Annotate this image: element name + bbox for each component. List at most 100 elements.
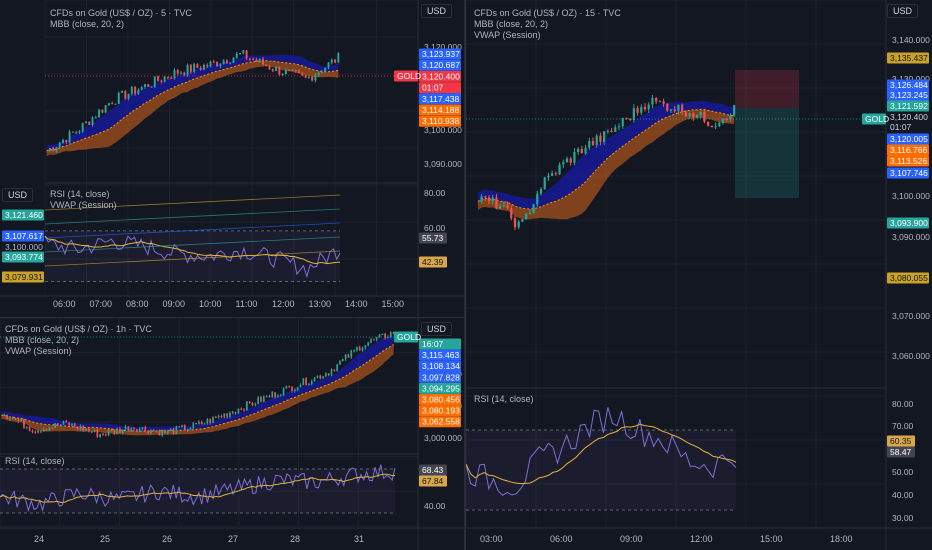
candle-body — [495, 197, 498, 209]
candle-body — [316, 375, 319, 378]
candle-body — [140, 86, 143, 90]
price-tag: 3,097.828 — [422, 372, 460, 382]
rsi-value-tag-bg — [419, 464, 447, 476]
price-axis-label: 3,060.000 — [892, 351, 930, 361]
left-price-tag-bg — [2, 209, 44, 221]
price-tag: 3,080.193 — [422, 406, 460, 416]
rsi-value-tag: 67.84 — [422, 476, 444, 486]
candle-body — [658, 101, 661, 103]
price-tag: 3,126.484 — [890, 80, 928, 90]
chart-pane-5m[interactable]: 3,120.0003,110.0003,100.0003,090.0003,12… — [0, 0, 464, 318]
candle-body — [625, 117, 628, 119]
chart-title: CFDs on Gold (US$ / OZ) · 15 · TVC — [474, 8, 621, 18]
candle-body — [308, 383, 310, 386]
candle-body — [344, 354, 347, 359]
price-tag: 3,080.456 — [422, 395, 460, 405]
rt-plot — [477, 95, 736, 231]
price-tag: 3,107.746 — [890, 168, 928, 178]
price-tag: 3,120.400 — [890, 112, 928, 122]
candle-body — [189, 65, 192, 72]
symbol-tag: GOLD — [397, 71, 421, 81]
chart-pane-15m[interactable]: 3,140.0003,130.0003,110.0003,100.0003,09… — [466, 0, 932, 550]
candle-body — [242, 50, 245, 54]
candle-body — [327, 373, 330, 376]
candle-body — [333, 369, 336, 372]
chart-title: CFDs on Gold (US$ / OZ) · 1h · TVC — [5, 324, 152, 334]
time-axis-label: 10:00 — [199, 299, 222, 309]
candle-body — [733, 105, 736, 116]
tl-plot — [46, 49, 340, 157]
candle-body — [588, 140, 591, 148]
price-tag: 3,110.938 — [422, 116, 459, 126]
candle-body — [525, 213, 528, 220]
candle-body — [48, 427, 51, 431]
bb-lower-band — [1, 344, 394, 436]
time-axis-label: 31 — [354, 534, 364, 544]
candle-body — [629, 118, 632, 120]
candle-body — [502, 205, 505, 207]
chart-pane-1h[interactable]: 3,100.0003,050.0003,000.00016:073,115.46… — [0, 318, 464, 550]
indicator-label: MBB (close, 20, 2) — [474, 19, 549, 29]
candle-body — [138, 428, 141, 432]
candle-body — [341, 358, 344, 362]
candle-body — [178, 426, 181, 428]
candle-body — [279, 395, 282, 397]
bb-basis-line — [1, 344, 394, 432]
price-tag-bg — [419, 360, 461, 372]
candle-body — [699, 111, 702, 115]
candle-body — [651, 97, 654, 105]
chart-5m-canvas[interactable]: 3,120.0003,110.0003,100.0003,090.0003,12… — [0, 0, 464, 318]
price-tag: 3,135.437 — [890, 53, 928, 63]
candle-body — [237, 408, 240, 414]
candle-body — [186, 65, 189, 75]
currency-button-lower[interactable]: USD — [2, 188, 34, 202]
candle-body — [336, 364, 339, 372]
candle-body — [217, 416, 220, 418]
bb-basis-line — [477, 108, 735, 210]
time-axis-label: 06:00 — [53, 299, 76, 309]
candle-body — [91, 117, 94, 125]
candle-body — [510, 208, 513, 219]
left-price-tag: 3,121.460 — [5, 210, 43, 220]
candle-body — [127, 93, 130, 99]
rsi-band-bg — [45, 230, 340, 282]
rsi-axis-label: 60.00 — [424, 223, 446, 233]
candle-body — [647, 104, 650, 110]
candle-body — [186, 429, 189, 431]
price-tag-bg — [419, 349, 461, 361]
pane-divider-horizontal[interactable] — [0, 317, 464, 318]
candle-body — [121, 91, 124, 93]
candle-body — [107, 103, 110, 106]
candle-body — [226, 413, 228, 417]
chart-15m-canvas[interactable]: 3,140.0003,130.0003,110.0003,100.0003,09… — [466, 0, 932, 550]
rsi-value-tag-bg — [887, 446, 915, 458]
candle-body — [9, 418, 11, 420]
price-tag-bg — [419, 394, 461, 405]
time-axis-label: 07:00 — [90, 299, 113, 309]
indicator-label: MBB (close, 20, 2) — [5, 335, 80, 345]
take-profit-zone — [735, 108, 799, 198]
price-tag-bg — [419, 48, 461, 60]
candle-body — [378, 334, 381, 338]
candle-body — [245, 50, 248, 59]
candle-body — [223, 413, 226, 417]
candle-body — [714, 126, 717, 128]
pane-divider-vertical[interactable] — [464, 0, 466, 550]
currency-button[interactable]: USD — [421, 322, 453, 336]
candle-body — [180, 72, 183, 74]
currency-button[interactable]: USD — [421, 4, 453, 18]
candle-body — [231, 412, 234, 414]
rsi-band-bg — [0, 469, 395, 513]
bl-rsi — [0, 464, 396, 514]
time-axis-label: 25 — [100, 534, 110, 544]
candle-body — [248, 401, 251, 404]
candle-body — [158, 430, 161, 436]
candle-body — [82, 425, 85, 431]
chart-1h-canvas[interactable]: 3,100.0003,050.0003,000.00016:073,115.46… — [0, 318, 464, 550]
price-tag-bg — [419, 59, 461, 71]
candle-body — [320, 71, 323, 73]
candle-body — [499, 205, 502, 209]
candle-body — [157, 76, 160, 81]
currency-button[interactable]: USD — [887, 4, 919, 18]
candle-body — [114, 103, 117, 105]
